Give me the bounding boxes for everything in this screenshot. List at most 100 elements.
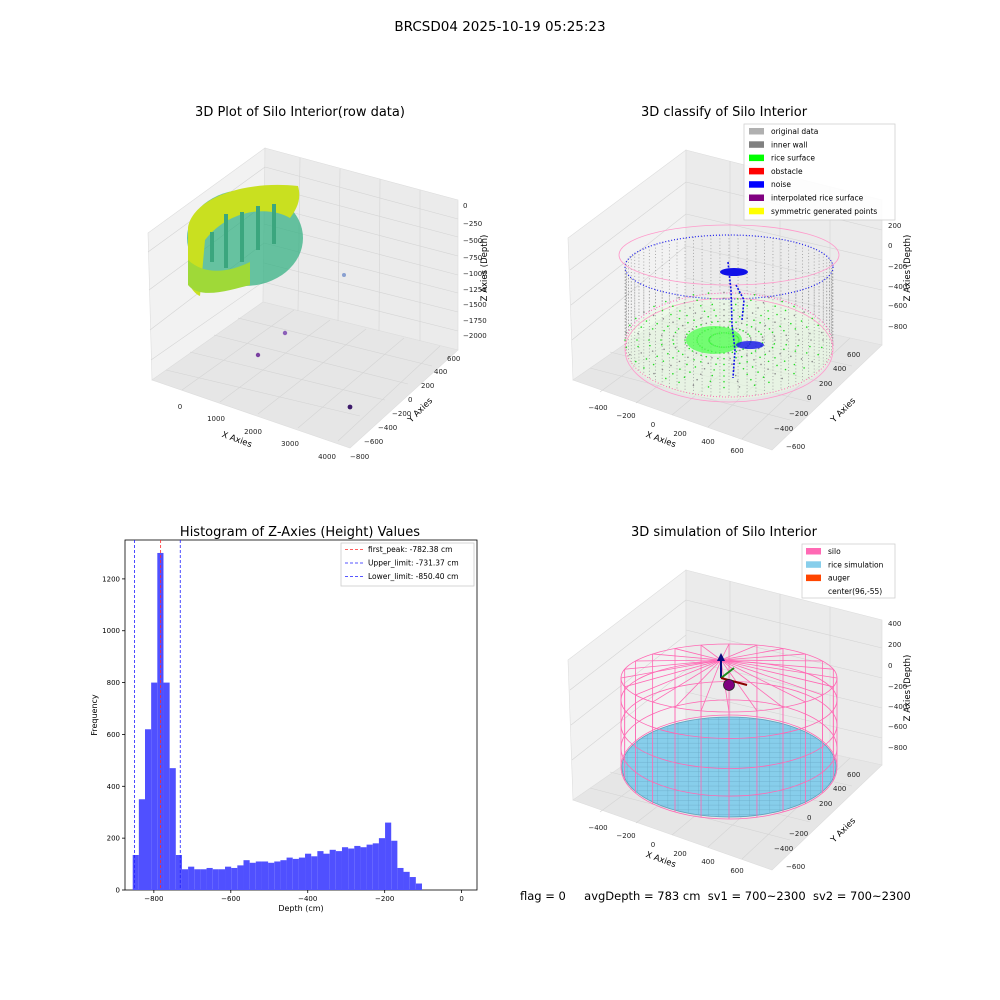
- histogram-bar: [151, 682, 158, 890]
- classify-rice-point: [736, 380, 739, 383]
- histogram-bar: [169, 768, 176, 890]
- classify-rice-point: [784, 368, 787, 371]
- histogram-ytick-label: 200: [107, 835, 120, 843]
- classify-noise-cluster: [720, 268, 748, 276]
- classify-rice-point: [700, 317, 702, 319]
- classify-rice-point: [793, 372, 795, 375]
- classify-rice-point: [793, 305, 795, 308]
- classify-rice-point: [723, 291, 725, 294]
- histogram-bar: [366, 844, 373, 890]
- classify-rice-point: [790, 322, 792, 325]
- classify-rice-point: [703, 310, 706, 313]
- classify-ytick: −200: [789, 410, 808, 418]
- classify-rice-point: [797, 333, 799, 336]
- legend-label: rice simulation: [828, 560, 884, 569]
- classify-rice-point: [723, 380, 725, 383]
- sim-silo-roof-rib: [720, 653, 806, 661]
- classify-rice-point: [665, 377, 667, 380]
- classify-rice-point: [805, 352, 808, 354]
- classify-xtick: 200: [673, 430, 686, 438]
- classify-rice-point: [793, 363, 796, 366]
- sim-silo-roof-rib: [720, 644, 758, 661]
- histogram-ytick-label: 800: [107, 679, 120, 687]
- classify-rice-point: [652, 363, 655, 366]
- histogram-bar: [409, 877, 416, 890]
- classify-rice-point: [648, 339, 650, 341]
- legend-label: rice surface: [771, 154, 815, 163]
- classify-rice-point: [678, 317, 681, 320]
- raw-xtick: 3000: [281, 440, 299, 448]
- classify-rice-point: [738, 362, 741, 365]
- legend-swatch: [806, 574, 821, 582]
- histogram-ytick-label: 1200: [102, 575, 120, 583]
- classify-rice-point: [733, 309, 735, 311]
- classify-rice-point: [735, 327, 738, 330]
- histogram-ylabel: Frequency: [90, 694, 99, 736]
- flag-status: flag = 0: [520, 889, 566, 903]
- classify-rice-point: [757, 371, 759, 373]
- classify-rice-point: [711, 303, 714, 306]
- classify-rice-point: [750, 339, 752, 341]
- classify-rice-point: [767, 360, 770, 363]
- classify-rice-point: [672, 321, 674, 324]
- histogram-xtick-label: −400: [298, 895, 317, 903]
- classify-rice-point: [783, 348, 785, 351]
- classify-ytick: −400: [774, 425, 793, 433]
- raw-ztick: −1000: [463, 270, 487, 278]
- histogram-plot: Histogram of Z-Axies (Height) Values −80…: [90, 525, 478, 913]
- classify-rice-point: [689, 307, 691, 309]
- simulation-3d-plot: 3D simulation of Silo Interior s: [567, 525, 913, 875]
- legend-swatch: [806, 548, 821, 555]
- sim-xtick: 200: [673, 850, 686, 858]
- histogram-bar: [305, 853, 312, 890]
- sim-silo-roof-rib: [720, 659, 784, 708]
- raw-cloud-side: [188, 260, 250, 293]
- classify-ytick: 0: [807, 394, 811, 402]
- classify-rice-point: [709, 297, 712, 300]
- classify-rice-point: [713, 309, 715, 311]
- legend-swatch: [749, 167, 764, 175]
- classify-rice-point: [759, 321, 761, 324]
- histogram-bar: [360, 847, 367, 890]
- classify-xtick: 400: [701, 438, 714, 446]
- classify-rice-point: [754, 328, 757, 330]
- raw-cloud-shading: [210, 204, 276, 268]
- classify-ytick: 200: [819, 380, 832, 388]
- classify-xtick: −200: [616, 412, 635, 420]
- classify-rice-point: [660, 343, 663, 346]
- classify-rice-point: [645, 358, 648, 360]
- legend-label: interpolated rice surface: [771, 194, 864, 203]
- classify-rice-point: [681, 353, 684, 356]
- classify-rice-point: [762, 339, 764, 341]
- sim-silo-roof-rib: [674, 659, 722, 708]
- classify-rice-point: [723, 363, 725, 366]
- classify-rice-point: [656, 355, 658, 358]
- classify-rice-point: [703, 367, 706, 370]
- classify-rice-point: [734, 303, 737, 306]
- classify-rice-point: [809, 332, 811, 335]
- histogram-xlabel: Depth (cm): [278, 904, 323, 913]
- classify-rice-point: [779, 325, 781, 328]
- classify-legend: original data inner wall rice surface obsta…: [743, 123, 896, 221]
- classify-rice-point: [687, 321, 689, 324]
- classify-rice-point: [757, 330, 760, 333]
- sim-silo-roof-rib: [720, 659, 758, 712]
- classify-rice-point: [711, 374, 714, 377]
- histogram-bar: [132, 855, 139, 890]
- classify-rice-point: [649, 344, 651, 347]
- classify-3d-plot: 3D classify of Silo Interior: [567, 105, 913, 455]
- classify-rice-point: [672, 335, 675, 337]
- legend-swatch: [749, 207, 764, 215]
- sim-ztick: 400: [888, 620, 901, 628]
- raw-cloud-top: [188, 184, 300, 296]
- classify-rice-point: [625, 331, 628, 334]
- histogram-bar: [348, 848, 355, 890]
- classify-rice-point: [740, 355, 743, 358]
- histogram-bars: [132, 552, 422, 890]
- classify-rice-point: [731, 326, 734, 329]
- raw-ytick: −200: [392, 410, 411, 418]
- sim-ytick: 200: [819, 800, 832, 808]
- classify-rice-point: [688, 347, 691, 350]
- classify-rice-point: [794, 350, 797, 352]
- raw-ztick: −250: [463, 220, 482, 228]
